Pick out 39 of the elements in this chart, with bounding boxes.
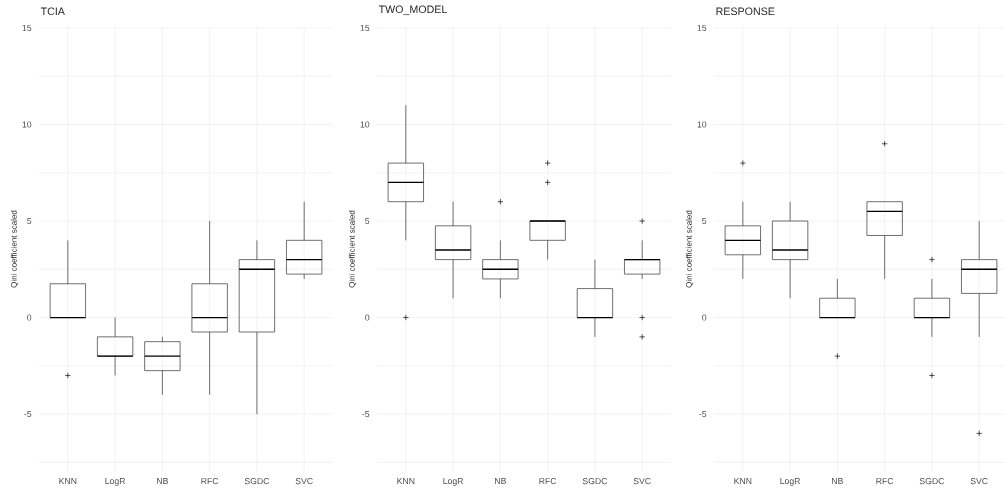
x-tick-label: SGDC [244, 478, 270, 485]
x-tick-label: NB [157, 478, 168, 485]
x-tick-label: NB [495, 478, 506, 485]
chart-title: TCIA [40, 7, 65, 16]
x-tick-label: KNN [397, 478, 415, 485]
x-tick-label: LogR [105, 478, 126, 486]
x-tick-label: LogR [443, 478, 464, 486]
y-tick-label: 5 [27, 217, 32, 225]
x-tick-label: SVC [633, 478, 651, 485]
x-tick-label: RFC [876, 478, 894, 485]
y-tick-label: 0 [702, 314, 707, 321]
y-axis-title: Qini coefficient scaled [348, 210, 357, 288]
y-tick-label: -5 [362, 411, 370, 418]
y-tick-label: 15 [360, 24, 370, 31]
y-tick-label: 15 [697, 24, 707, 31]
y-tick-label: 15 [22, 24, 32, 31]
x-tick-label: SVC [295, 478, 313, 485]
x-tick-label: NB [832, 478, 843, 485]
x-tick-label: LogR [780, 478, 801, 486]
y-tick-label: 0 [365, 314, 370, 321]
y-tick-label: 5 [365, 217, 370, 225]
chart-title: RESPONSE [716, 7, 775, 16]
x-tick-label: KNN [734, 478, 752, 485]
x-tick-label: RFC [201, 478, 219, 485]
y-axis-title: Qini coefficient scaled [10, 210, 19, 288]
y-tick-label: 0 [27, 314, 32, 321]
y-axis-title: Qini coefficient scaled [685, 210, 694, 288]
chart-title: TWO_MODEL [378, 5, 448, 16]
x-tick-label: SVC [970, 478, 988, 485]
y-tick-label: 10 [360, 121, 370, 128]
x-tick-label: SGDC [919, 478, 945, 485]
x-tick-label: SGDC [582, 478, 608, 485]
x-tick-label: RFC [539, 478, 557, 485]
y-tick-label: 5 [702, 217, 707, 225]
y-tick-label: -5 [24, 411, 32, 418]
y-tick-label: -5 [699, 411, 707, 418]
x-tick-label: KNN [59, 478, 77, 485]
y-tick-label: 10 [697, 121, 707, 128]
y-tick-label: 10 [22, 121, 32, 128]
